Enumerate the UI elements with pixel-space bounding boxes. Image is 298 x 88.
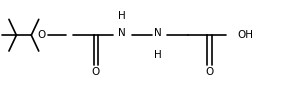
Text: O: O xyxy=(205,67,213,77)
Text: H: H xyxy=(154,50,162,60)
Text: N: N xyxy=(118,28,125,38)
Text: H: H xyxy=(118,11,125,21)
Text: O: O xyxy=(38,30,46,40)
Text: O: O xyxy=(92,67,100,77)
Text: OH: OH xyxy=(237,30,253,40)
Text: N: N xyxy=(154,28,162,38)
